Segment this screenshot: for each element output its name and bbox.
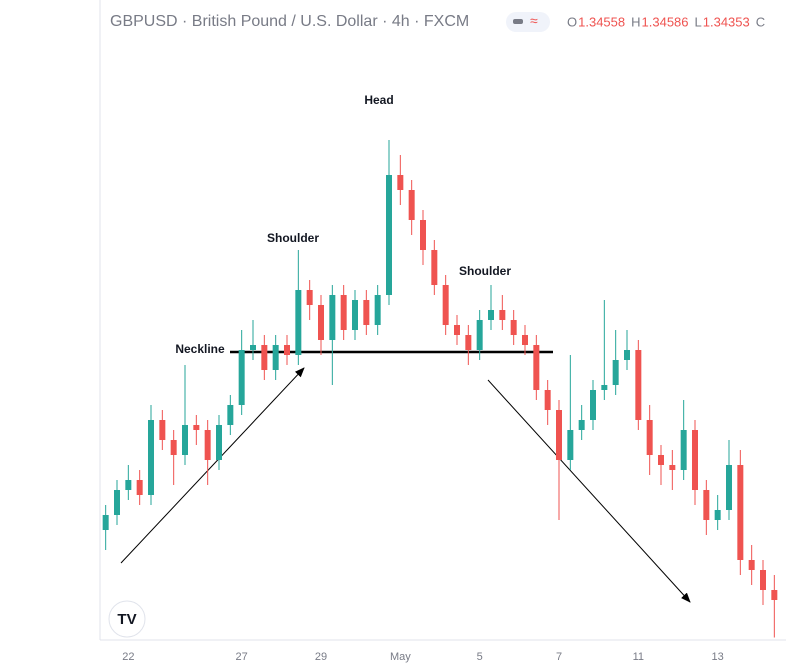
x-tick-label: 7: [556, 651, 562, 663]
candle-body: [238, 350, 245, 405]
candle-body: [726, 465, 732, 510]
candle-body: [374, 295, 381, 325]
candle-body: [748, 560, 755, 570]
candle-body: [635, 350, 642, 420]
candle-body: [612, 360, 619, 385]
pill-icon: [513, 19, 523, 24]
x-tick-label: May: [390, 651, 411, 663]
candle-body: [340, 295, 347, 330]
candle-body: [454, 325, 460, 335]
candle-body: [488, 310, 494, 320]
candle-body: [159, 420, 166, 440]
x-tick-label: 11: [633, 651, 644, 663]
candle-body: [669, 465, 676, 470]
pill-icon: ≈: [530, 13, 538, 29]
x-tick-label: 27: [236, 651, 248, 663]
candle-body: [408, 190, 415, 220]
x-tick-label: 22: [122, 651, 134, 663]
annotation: Head: [364, 93, 393, 107]
candle-body: [193, 425, 200, 430]
candle-body: [397, 175, 404, 190]
candle-body: [148, 420, 154, 495]
candle-body: [680, 430, 687, 470]
candle-body: [170, 440, 177, 455]
candle-body: [318, 305, 324, 340]
candle-body: [556, 410, 562, 460]
candle-body: [306, 290, 313, 305]
candle-body: [692, 430, 698, 490]
candle-body: [272, 345, 279, 370]
candle-body: [601, 385, 608, 390]
candle-body: [182, 425, 188, 455]
candle-body: [329, 295, 336, 340]
candle-body: [760, 570, 766, 590]
candle-body: [499, 310, 506, 320]
candle-body: [261, 345, 268, 370]
arrow-down: [487, 379, 691, 603]
ohlc-label: L: [695, 14, 702, 29]
candle-body: [216, 425, 222, 460]
candle-body: [658, 455, 664, 465]
candle-body: [204, 430, 211, 460]
candle-body: [363, 300, 370, 325]
x-tick-label: 29: [315, 651, 327, 663]
indicator-pill[interactable]: [506, 12, 550, 32]
candle-body: [227, 405, 234, 425]
candle-body: [703, 490, 710, 520]
annotation: Shoulder: [459, 264, 511, 278]
tv-logo: TV: [108, 600, 146, 638]
candle-body: [737, 465, 744, 560]
annotation: Neckline: [175, 342, 225, 356]
candle-body: [544, 390, 551, 410]
ohlc-value: 1.34558: [578, 14, 625, 29]
candle-body: [386, 175, 392, 295]
candle-body: [352, 300, 358, 330]
x-tick-label: 5: [477, 651, 483, 663]
candle-body: [125, 480, 132, 490]
candle-body: [465, 335, 472, 350]
candle-body: [771, 590, 778, 600]
candle-body: [590, 390, 596, 420]
annotation: Shoulder: [267, 231, 319, 245]
candle-body: [295, 290, 302, 355]
candle-body: [442, 285, 449, 325]
ohlc-label: O: [567, 14, 577, 29]
ohlc-value: 1.34353: [703, 14, 750, 29]
ohlc-header: O 1.34558 H 1.34586 L 1.34353 C: [567, 14, 765, 29]
candle-body: [284, 345, 290, 355]
ohlc-label: C: [756, 14, 765, 29]
x-tick-label: 13: [712, 651, 724, 663]
candle-body: [567, 430, 574, 460]
ohlc-label: H: [631, 14, 640, 29]
candle-body: [714, 510, 721, 520]
candle-body: [522, 335, 528, 345]
candle-body: [420, 220, 426, 250]
ohlc-value: 1.34586: [642, 14, 689, 29]
candle-body: [578, 420, 585, 430]
svg-text:TV: TV: [117, 611, 136, 628]
candle-body: [102, 515, 109, 530]
candle-body: [476, 320, 483, 350]
candle-body: [510, 320, 517, 335]
arrow-up: [120, 367, 305, 564]
candle-body: [136, 480, 143, 495]
chart-title: GBPUSD · British Pound / U.S. Dollar · 4…: [110, 13, 469, 30]
candle-body: [431, 250, 438, 285]
candle-body: [533, 345, 540, 390]
candle-body: [646, 420, 653, 455]
candle-body: [114, 490, 120, 515]
candle-body: [250, 345, 256, 350]
candle-body: [624, 350, 630, 360]
